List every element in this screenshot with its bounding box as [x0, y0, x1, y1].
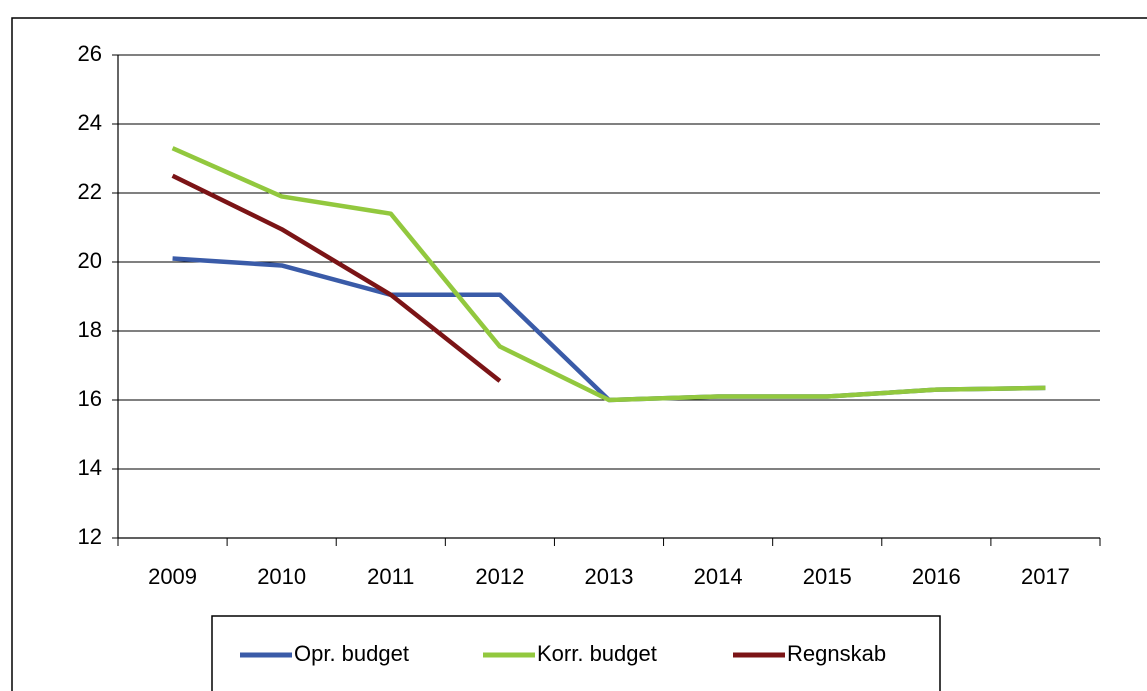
x-tick-label: 2009: [148, 564, 197, 589]
x-tick-label: 2014: [694, 564, 743, 589]
series-line: [171, 173, 502, 383]
y-tick-label: 22: [78, 179, 102, 204]
y-tick-label: 18: [78, 317, 102, 342]
x-tick-label: 2012: [475, 564, 524, 589]
x-tick-label: 2017: [1021, 564, 1070, 589]
x-tick-label: 2013: [585, 564, 634, 589]
legend-label: Opr. budget: [294, 641, 409, 666]
y-tick-label: 24: [78, 110, 102, 135]
x-tick-label: 2016: [912, 564, 961, 589]
series-line: [171, 146, 1046, 403]
legend-box: [211, 615, 941, 691]
x-tick-label: 2010: [257, 564, 306, 589]
chart-frame: [11, 17, 1147, 691]
x-tick-label: 2011: [367, 564, 414, 589]
y-tick-label: 16: [78, 386, 102, 411]
y-tick-label: 26: [78, 41, 102, 66]
y-tick-label: 20: [78, 248, 102, 273]
legend-label: Regnskab: [787, 641, 886, 666]
legend-label: Korr. budget: [537, 641, 657, 666]
y-tick-label: 14: [78, 455, 102, 480]
x-tick-label: 2015: [803, 564, 852, 589]
y-tick-label: 12: [78, 524, 102, 549]
